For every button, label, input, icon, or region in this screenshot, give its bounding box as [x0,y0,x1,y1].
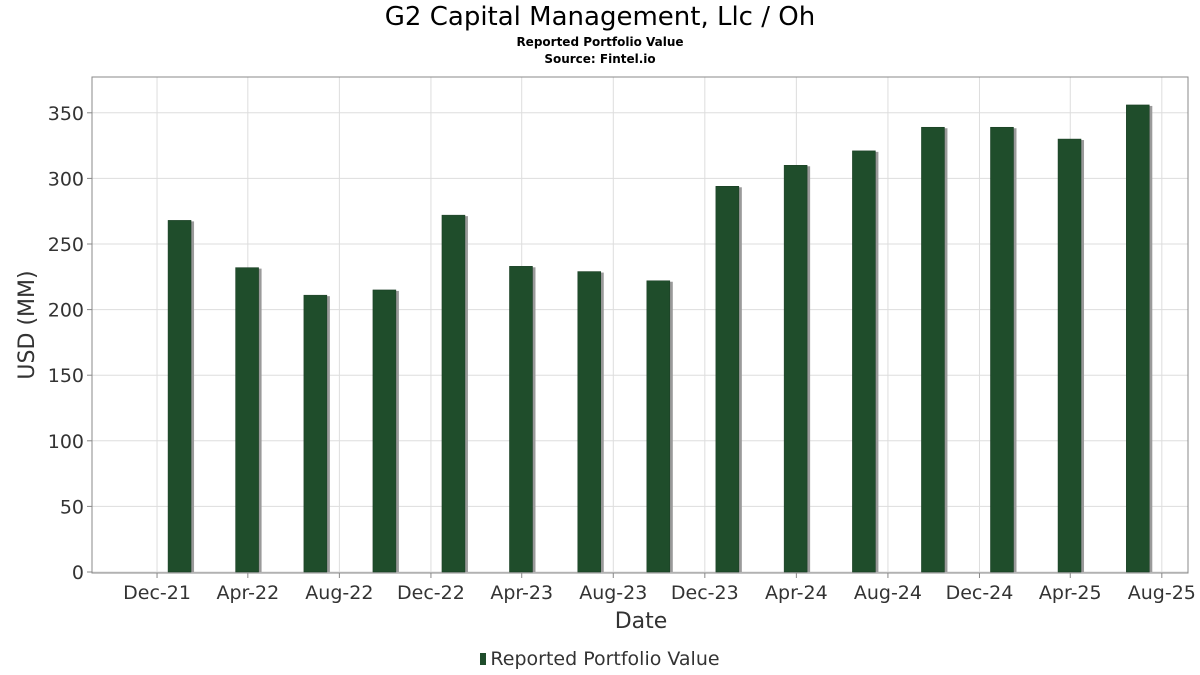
y-tick-label: 300 [48,168,84,190]
bar [577,271,602,573]
y-tick-label: 0 [72,562,84,584]
y-axis-label: USD (MM) [15,270,40,379]
bar [509,266,533,573]
bars [167,104,1153,573]
x-axis-label: Date [615,609,668,634]
x-tick-label: Aug-23 [579,582,647,604]
x-tick-label: Aug-25 [1128,582,1196,604]
bar [372,289,397,573]
x-tick-label: Aug-22 [305,582,373,604]
x-tick-label: Dec-22 [397,582,465,604]
legend-label: Reported Portfolio Value [490,648,720,670]
x-tick-label: Apr-25 [1039,582,1102,604]
x-tick-label: Aug-24 [854,582,922,604]
legend: Reported Portfolio Value [0,648,1200,670]
bar [715,186,740,573]
x-axis-ticks: Dec-21 Apr-22 Aug-22 Dec-22 Apr-23 Aug-23 Dec-… [123,573,1196,604]
chart-title: G2 Capital Management, Llc / Oh [384,2,816,32]
bar [303,294,328,573]
y-tick-label: 100 [48,431,84,453]
x-tick-label: Apr-24 [765,582,828,604]
x-tick-label: Dec-21 [123,582,191,604]
bar [1126,104,1150,573]
y-axis-ticks: 0 50 100 150 200 250 300 350 [48,103,92,584]
bar [921,126,945,573]
legend-swatch [480,653,487,665]
chart-subtitle: Reported Portfolio Value [516,35,684,49]
x-tick-label: Dec-23 [671,582,739,604]
x-tick-label: Apr-22 [216,582,279,604]
bar [646,280,671,573]
x-tick-label: Apr-23 [490,582,553,604]
bar [1057,138,1082,573]
y-tick-label: 50 [60,496,84,518]
bar [167,220,192,573]
plot-area [91,76,1189,574]
y-tick-label: 350 [48,103,84,125]
bar [852,150,876,573]
bar [783,165,808,573]
chart-source: Source: Fintel.io [544,52,656,66]
x-tick-label: Dec-24 [946,582,1014,604]
y-tick-label: 200 [48,300,84,322]
y-tick-label: 250 [48,234,84,256]
y-tick-label: 150 [48,365,84,387]
bar [990,126,1014,573]
bar [235,267,259,573]
bar [441,214,466,573]
